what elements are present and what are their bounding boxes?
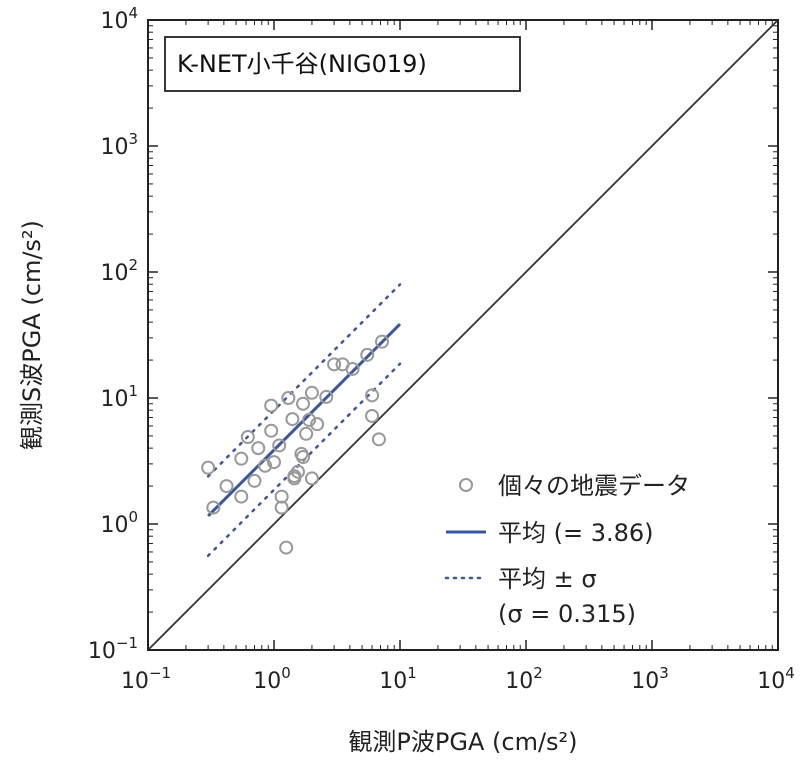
tick-layer: 10−110−1 100 100 101 101 102 102 103 103 104 104: [88, 4, 795, 694]
y-tick-label: 103: [100, 130, 138, 160]
legend: 個々の地震データ 平均 (= 3.86) 平均 ± σ (σ = 0.315): [444, 472, 690, 628]
data-point: [274, 500, 289, 515]
data-point: [258, 458, 273, 473]
y-tick-label: 10−1: [88, 634, 138, 664]
data-point: [365, 408, 380, 423]
legend-label-scatter: 個々の地震データ: [498, 472, 690, 500]
data-point: [272, 438, 287, 453]
y-axis-label: 観測S波PGA (cm/s²): [18, 220, 46, 450]
data-point: [345, 361, 360, 376]
data-point: [302, 412, 317, 427]
data-point: [264, 423, 279, 438]
x-tick-label: 102: [505, 664, 543, 694]
data-point: [267, 455, 281, 470]
data-point: [375, 334, 390, 349]
data-point: [371, 432, 386, 447]
data-point: [274, 489, 289, 504]
data-point: [296, 450, 311, 465]
data-point: [240, 430, 255, 445]
data-point: [251, 441, 266, 456]
data-point: [285, 412, 300, 427]
y-tick-label: 100: [100, 508, 138, 538]
title-box: [164, 36, 521, 92]
data-point: [319, 389, 334, 404]
data-point: [206, 500, 221, 515]
legend-label-sigma: 平均 ± σ: [498, 565, 597, 593]
data-point: [304, 385, 319, 400]
data-point: [219, 479, 234, 494]
x-axis-label: 観測P波PGA (cm/s²): [348, 728, 577, 756]
x-tick-label: 100: [253, 664, 291, 694]
legend-label-sigma-value: (σ = 0.315): [498, 600, 636, 628]
data-point: [264, 398, 279, 413]
data-point: [234, 489, 249, 504]
data-point: [247, 473, 262, 488]
data-point: [201, 460, 216, 475]
x-tick-label: 104: [757, 664, 795, 694]
one-to-one-line: [147, 19, 779, 651]
x-tick-label: 10−1: [121, 664, 171, 694]
legend-label-mean: 平均 (= 3.86): [498, 519, 654, 547]
plot-frame: [147, 19, 779, 651]
y-tick-label: 101: [100, 382, 138, 412]
legend-marker-scatter: [459, 478, 473, 492]
data-point: [299, 426, 314, 441]
chart-title: K-NET小千谷(NIG019): [177, 50, 427, 78]
data-point: [290, 464, 305, 479]
y-tick-label: 104: [100, 4, 138, 34]
data-point: [310, 417, 325, 432]
data-point: [327, 357, 342, 372]
data-point: [234, 451, 249, 466]
data-point: [296, 396, 311, 411]
data-point: [281, 391, 296, 405]
data-point: [279, 540, 294, 555]
data-point: [365, 388, 380, 403]
sigma-line: [206, 283, 402, 478]
data-point: [304, 471, 319, 486]
data-layer: [147, 19, 779, 651]
data-point: [287, 471, 302, 486]
data-point: [360, 347, 375, 362]
y-tick-label: 102: [100, 256, 138, 286]
x-tick-label: 103: [631, 664, 669, 694]
x-tick-label: 101: [379, 664, 417, 694]
